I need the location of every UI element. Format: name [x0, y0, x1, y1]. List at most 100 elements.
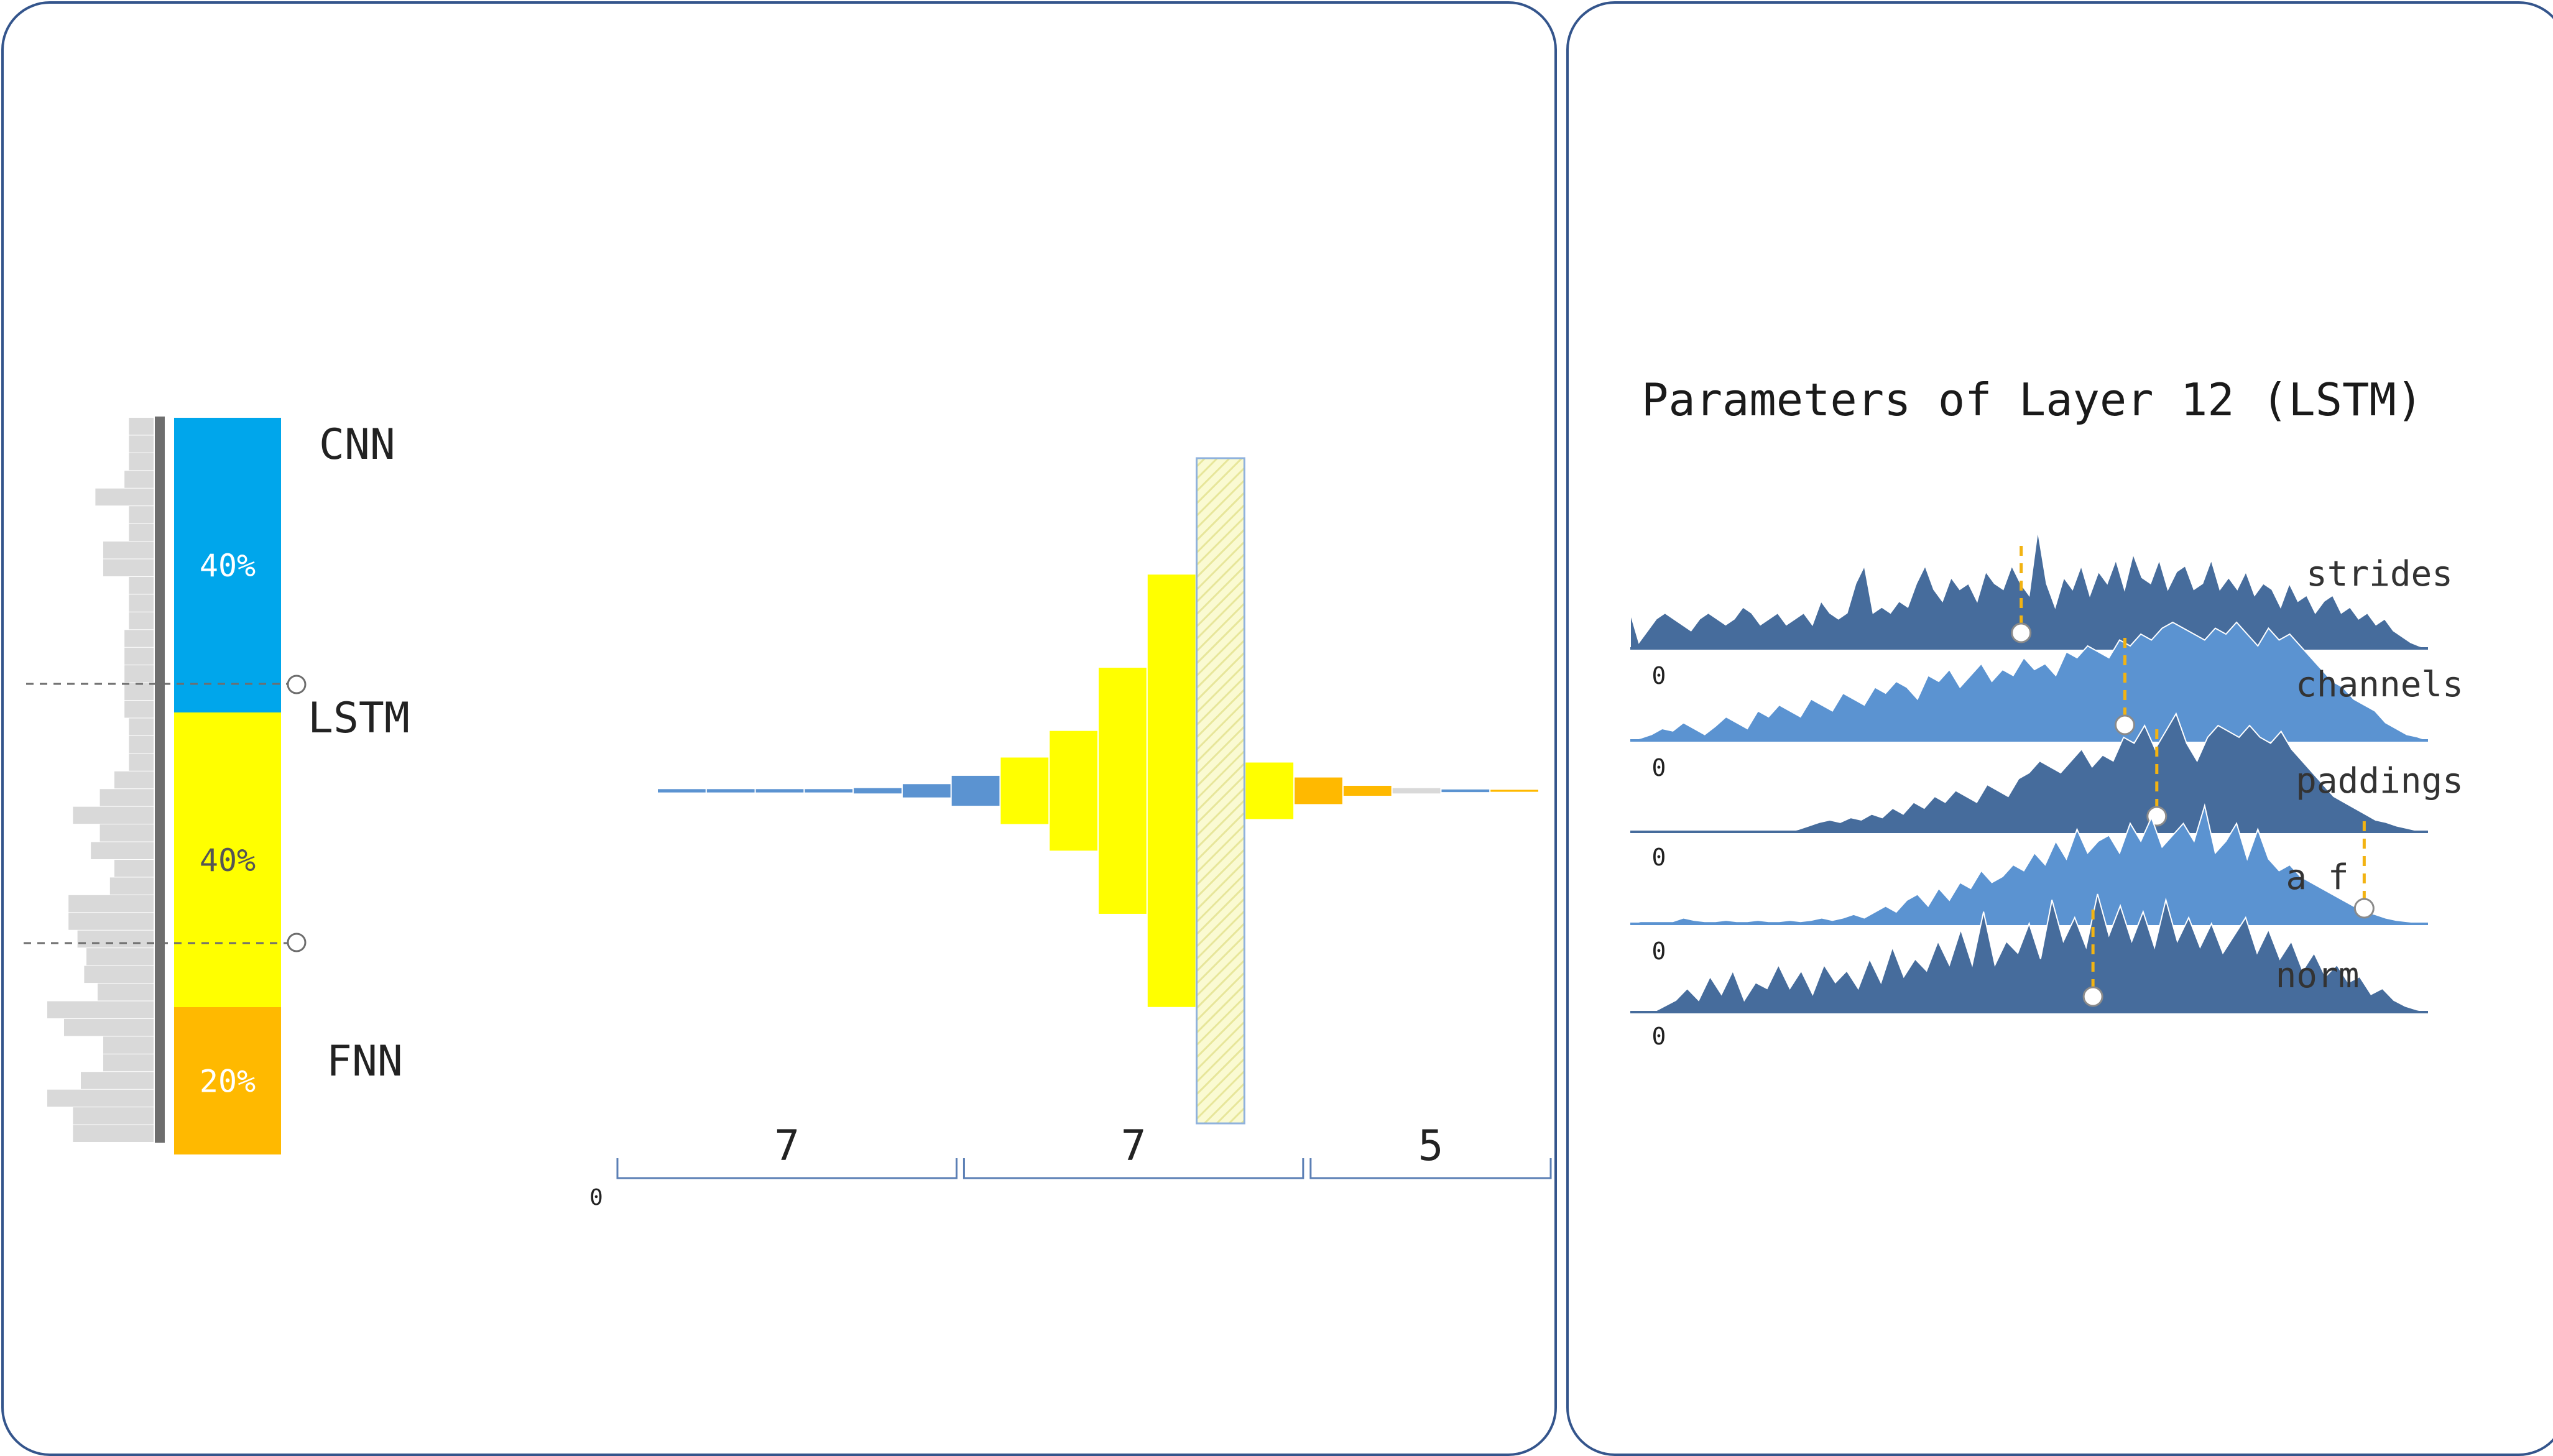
side-histogram-bar — [129, 576, 154, 594]
side-histogram-bar — [84, 965, 154, 984]
layer-axis-zero: 0 — [589, 1185, 603, 1210]
stack-axis — [155, 417, 165, 1143]
side-histogram-bar — [98, 984, 154, 1001]
side-histogram-bar — [99, 789, 154, 806]
side-histogram-bar — [129, 753, 154, 771]
ridge-area[interactable] — [1630, 530, 2429, 649]
ridge-marker-handle[interactable] — [2082, 986, 2103, 1007]
side-histogram-bar — [103, 541, 154, 559]
ridge-marker-handle[interactable] — [2114, 714, 2135, 735]
segment-fnn[interactable] — [174, 1007, 281, 1154]
segment-fnn-label: FNN — [326, 1037, 403, 1086]
side-histogram-bar — [124, 683, 154, 701]
group-bracket — [963, 1158, 1304, 1179]
side-histogram-bar — [99, 824, 154, 842]
side-histogram-bar — [124, 647, 154, 665]
layer-group-brackets — [616, 1158, 1552, 1179]
segment-lstm-label: LSTM — [308, 694, 410, 743]
group-count-label: 7 — [1121, 1122, 1147, 1171]
divider-handle-upper[interactable] — [287, 675, 307, 694]
layer-bar[interactable] — [1295, 777, 1342, 804]
side-histogram — [47, 418, 154, 1142]
side-histogram-bar — [129, 435, 154, 453]
side-histogram-bar — [129, 718, 154, 735]
side-histogram-bar — [129, 418, 154, 435]
segment-cnn-label: CNN — [319, 420, 395, 469]
parameter-row-label: paddings — [2296, 761, 2463, 801]
layer-bar[interactable] — [854, 788, 902, 794]
layer-bar[interactable] — [1050, 730, 1097, 851]
side-histogram-bar — [73, 806, 154, 824]
group-count-label: 7 — [774, 1122, 800, 1171]
layer-bar[interactable] — [1147, 574, 1196, 1007]
side-histogram-bar — [47, 1089, 154, 1107]
segment-fnn-percent: 20% — [200, 1064, 256, 1100]
ridge-zero-label: 0 — [1652, 662, 1666, 689]
parameter-row-label: a f — [2286, 857, 2348, 898]
group-bracket — [1309, 1158, 1552, 1179]
ridge-zero-label: 0 — [1652, 1023, 1666, 1050]
ridge-area[interactable] — [1630, 803, 2429, 924]
side-histogram-bar — [129, 735, 154, 753]
layer-bar[interactable] — [1245, 762, 1294, 819]
ridge-area[interactable] — [1630, 621, 2429, 741]
side-histogram-bar — [77, 930, 154, 948]
ridge-marker-handle[interactable] — [2353, 898, 2375, 919]
group-bracket — [616, 1158, 958, 1179]
ridge-zero-label: 0 — [1652, 754, 1666, 781]
divider-handle-lower[interactable] — [287, 933, 307, 952]
layer-bar[interactable] — [951, 775, 1000, 806]
layer-bar[interactable] — [755, 789, 804, 793]
side-histogram-bar — [124, 665, 154, 683]
side-histogram-bar — [124, 701, 154, 718]
side-histogram-bar — [114, 859, 154, 877]
side-histogram-bar — [129, 453, 154, 471]
side-histogram-bar — [103, 559, 154, 576]
layer-bar[interactable] — [1392, 788, 1441, 794]
side-histogram-bar — [103, 1054, 154, 1072]
parameter-row-label: norm — [2276, 956, 2360, 996]
side-histogram-bar — [73, 1125, 154, 1142]
ridge-marker-handle[interactable] — [2011, 622, 2032, 643]
side-histogram-bar — [129, 506, 154, 523]
segment-lstm[interactable] — [174, 712, 281, 1007]
layer-bar[interactable] — [1196, 457, 1245, 1125]
layer-bar[interactable] — [902, 784, 951, 798]
parameter-row-label: channels — [2296, 665, 2463, 705]
group-count-label: 5 — [1418, 1122, 1443, 1171]
parameter-row-label: strides — [2306, 554, 2453, 594]
layer-bar[interactable] — [1490, 790, 1538, 792]
ridge-zero-label: 0 — [1652, 844, 1666, 871]
side-histogram-bar — [86, 948, 154, 965]
parameter-ridgelines: strides 0 channels 0 paddings 0 a f 0 norm 0 — [1630, 530, 2463, 1050]
side-histogram-bar — [81, 1072, 154, 1089]
segment-cnn[interactable] — [174, 418, 281, 712]
parameter-title: Parameters of Layer 12 (LSTM) — [1641, 374, 2423, 426]
layer-bar[interactable] — [1099, 668, 1147, 914]
model-type-stack: 40% 40% 20% CNN LSTM FNN — [174, 418, 410, 1154]
ridge-zero-label: 0 — [1652, 938, 1666, 965]
ridge-area[interactable] — [1630, 893, 2429, 1013]
layer-bar[interactable] — [1343, 785, 1392, 796]
layer-bar[interactable] — [1000, 757, 1049, 824]
side-histogram-bar — [129, 523, 154, 541]
side-histogram-bar — [64, 1018, 154, 1036]
side-histogram-bar — [109, 877, 154, 895]
side-histogram-bar — [129, 594, 154, 612]
segment-cnn-percent: 40% — [200, 548, 256, 584]
side-histogram-bar — [68, 895, 154, 913]
layer-bar[interactable] — [658, 789, 706, 793]
side-histogram-bar — [91, 842, 154, 859]
layer-bar[interactable] — [805, 789, 853, 793]
side-histogram-bar — [68, 913, 154, 930]
layer-bars — [658, 457, 1538, 1125]
side-histogram-bar — [95, 488, 154, 506]
side-histogram-bar — [103, 1036, 154, 1054]
side-histogram-bar — [73, 1107, 154, 1125]
side-histogram-bar — [114, 771, 154, 789]
layer-bar[interactable] — [706, 789, 755, 793]
segment-lstm-percent: 40% — [200, 842, 256, 878]
layer-bar[interactable] — [1441, 789, 1490, 793]
side-histogram-bar — [47, 1001, 154, 1018]
